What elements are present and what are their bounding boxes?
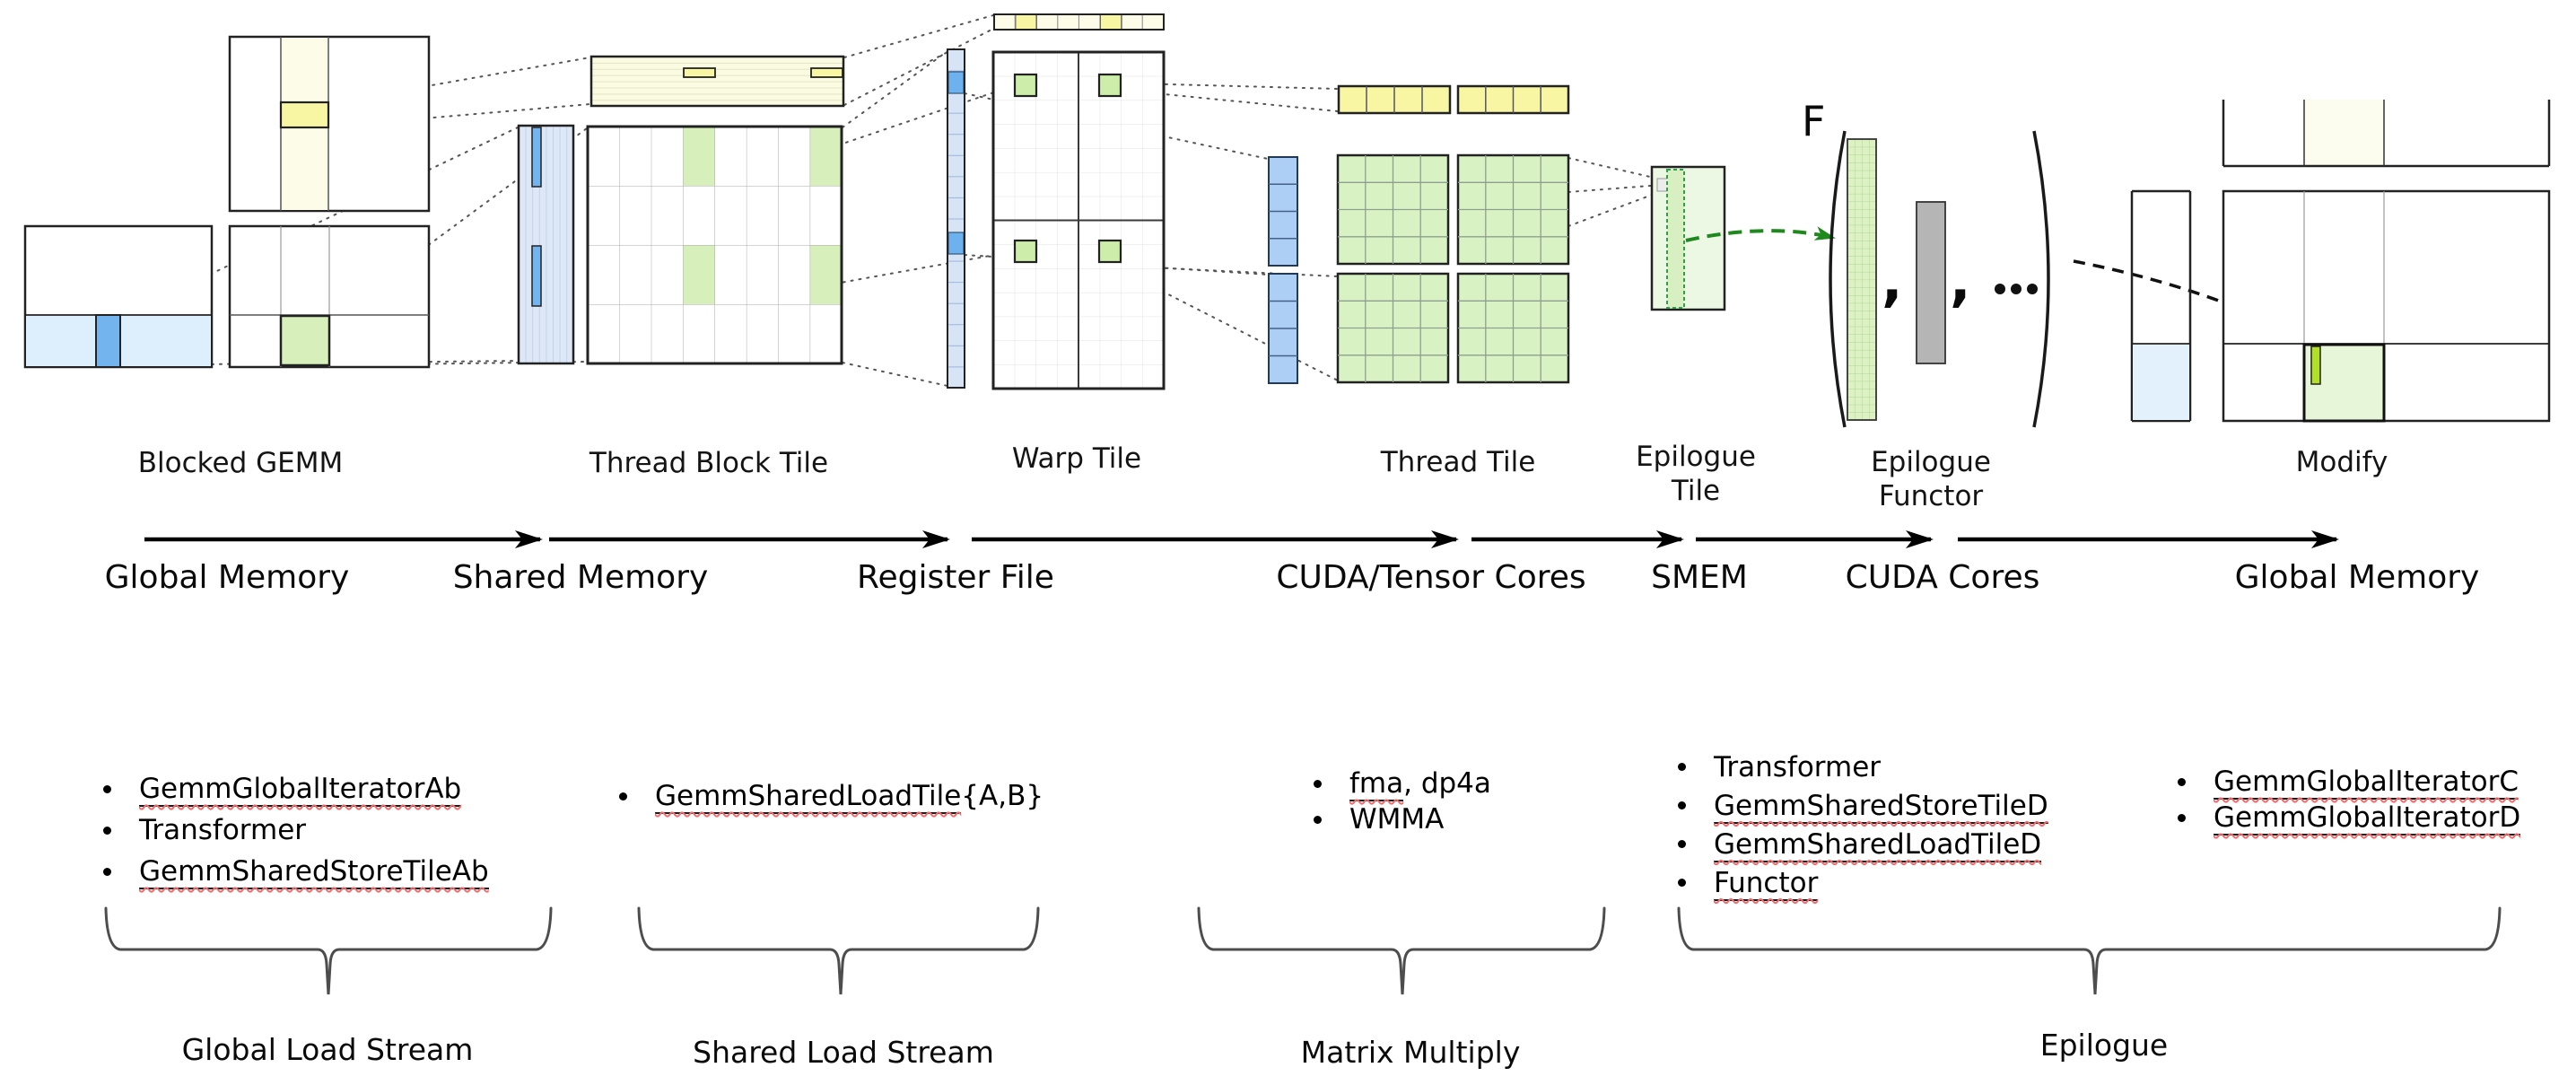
modify-left-matrix bbox=[2130, 189, 2192, 423]
epilogue-tile-figure bbox=[1650, 165, 1836, 311]
smem-a-fragment-2 bbox=[531, 245, 542, 307]
matrix-a-block bbox=[95, 314, 121, 368]
list-item: GemmSharedStoreTileD bbox=[1678, 786, 2048, 825]
bullet-icon bbox=[2178, 813, 2186, 822]
list-item: GemmGlobalIteratorC bbox=[2178, 764, 2520, 800]
stage-global-memory-out: Global Memory bbox=[2234, 559, 2480, 596]
label-epilogue: Epilogue bbox=[2039, 1028, 2169, 1063]
caption-thread-tile: Thread Tile bbox=[1380, 446, 1536, 478]
list-item: Transformer bbox=[1678, 748, 2048, 786]
list-item: GemmSharedLoadTile{A,B} bbox=[619, 775, 1043, 817]
stage-cuda-cores: CUDA Cores bbox=[1845, 559, 2040, 596]
bullet-icon bbox=[619, 792, 627, 801]
thread-tile-figure bbox=[1268, 84, 1570, 384]
epilogue-functor-source-bar bbox=[1916, 201, 1946, 364]
bullet-icon bbox=[1678, 879, 1686, 887]
list-item: WMMA bbox=[1314, 801, 1491, 837]
smem-a-fragment-1 bbox=[531, 127, 542, 188]
list-item: GemmGlobalIteratorD bbox=[2178, 800, 2521, 836]
smem-b-fragment-2 bbox=[810, 67, 843, 78]
bullet-icon bbox=[103, 867, 111, 876]
modify-figure bbox=[2130, 100, 2551, 423]
epilogue-dashed-arrow bbox=[1685, 226, 1836, 242]
bullet-icon bbox=[1678, 801, 1686, 809]
caption-epilogue-functor: Epilogue Functor bbox=[1871, 446, 1991, 512]
bullet-icon bbox=[1678, 763, 1686, 771]
functor-f-symbol: F bbox=[1802, 97, 1826, 145]
label-matrix-multiply: Matrix Multiply bbox=[1300, 1035, 1521, 1070]
stage-global-memory: Global Memory bbox=[104, 559, 350, 596]
brace-shared-load bbox=[637, 906, 1040, 995]
thread-tile-a-fragments bbox=[1268, 156, 1298, 384]
matrix-b-block bbox=[279, 101, 330, 129]
warp-green-cell-3 bbox=[1013, 239, 1038, 264]
list-item: GemmSharedStoreTileAb bbox=[103, 851, 489, 892]
list-item: GemmSharedLoadTileD bbox=[1678, 825, 2048, 863]
list-item: GemmGlobalIteratorAb bbox=[103, 768, 489, 809]
modify-matrix bbox=[2222, 189, 2551, 423]
register-fragment-2 bbox=[947, 232, 965, 255]
label-global-load-stream: Global Load Stream bbox=[181, 1032, 474, 1067]
warp-green-cell-2 bbox=[1097, 73, 1122, 98]
matrix-multiply-list: fma, dp4a WMMA bbox=[1314, 766, 1491, 837]
caption-warp-tile: Warp Tile bbox=[1011, 442, 1142, 475]
caption-modify: Modify bbox=[2295, 446, 2388, 478]
stage-shared-memory: Shared Memory bbox=[452, 559, 709, 596]
warp-green-cell-1 bbox=[1013, 73, 1038, 98]
brace-global-load bbox=[104, 906, 553, 995]
register-fragment-1 bbox=[947, 71, 965, 94]
ellipsis-dot bbox=[2027, 284, 2038, 294]
modify-chartreuse-bar bbox=[2310, 346, 2321, 385]
epilogue-list-2: GemmGlobalIteratorC GemmGlobalIteratorD bbox=[2178, 764, 2521, 836]
label-shared-load-stream: Shared Load Stream bbox=[693, 1035, 994, 1070]
list-item: Functor bbox=[1678, 863, 2048, 902]
stage-cuda-tensor-cores: CUDA/Tensor Cores bbox=[1276, 559, 1586, 596]
modify-left-band bbox=[2133, 345, 2189, 420]
list-item: fma, dp4a bbox=[1314, 766, 1491, 801]
stage-smem: SMEM bbox=[1651, 559, 1748, 596]
functor-comma-1: , bbox=[1882, 248, 1903, 313]
thread-tile-accumulators bbox=[1336, 153, 1570, 384]
matrix-c-block bbox=[279, 314, 331, 367]
bullet-icon bbox=[2178, 777, 2186, 786]
stage-register-file: Register File bbox=[857, 559, 1054, 596]
bullet-icon bbox=[1314, 815, 1322, 824]
epilogue-functor-figure bbox=[1829, 130, 2295, 428]
epilogue-tile-column bbox=[1666, 169, 1685, 309]
warp-green-cell-4 bbox=[1097, 239, 1122, 264]
modify-top-band bbox=[2304, 100, 2384, 166]
left-paren bbox=[1829, 130, 1847, 428]
shared-load-list: GemmSharedLoadTile{A,B} bbox=[619, 775, 1043, 817]
bullet-icon bbox=[103, 826, 111, 835]
brace-matrix-multiply bbox=[1197, 906, 1606, 995]
stream-braces bbox=[104, 906, 2502, 995]
ellipsis-dot bbox=[1995, 284, 2005, 294]
epilogue-list-1: Transformer GemmSharedStoreTileD GemmSha… bbox=[1678, 748, 2048, 902]
bullet-icon bbox=[1678, 840, 1686, 848]
ellipsis-dot bbox=[2011, 284, 2022, 294]
global-load-list: GemmGlobalIteratorAb Transformer GemmSha… bbox=[103, 768, 489, 892]
right-paren bbox=[2032, 130, 2050, 428]
bullet-icon bbox=[103, 784, 111, 793]
functor-comma-2: , bbox=[1950, 248, 1971, 313]
brace-epilogue bbox=[1677, 906, 2502, 995]
thread-tile-b-fragments bbox=[1337, 84, 1570, 115]
list-item: Transformer bbox=[103, 809, 489, 851]
caption-thread-block-tile: Thread Block Tile bbox=[589, 447, 829, 479]
thread-block-tile-figure bbox=[517, 55, 845, 365]
warp-tile-figure bbox=[947, 13, 1166, 390]
smem-b-fragment-1 bbox=[683, 67, 716, 78]
caption-epilogue-tile: Epilogue Tile bbox=[1636, 441, 1756, 507]
blocked-gemm-figure bbox=[23, 35, 431, 369]
caption-blocked-gemm: Blocked GEMM bbox=[137, 447, 344, 479]
bullet-icon bbox=[1314, 779, 1322, 788]
